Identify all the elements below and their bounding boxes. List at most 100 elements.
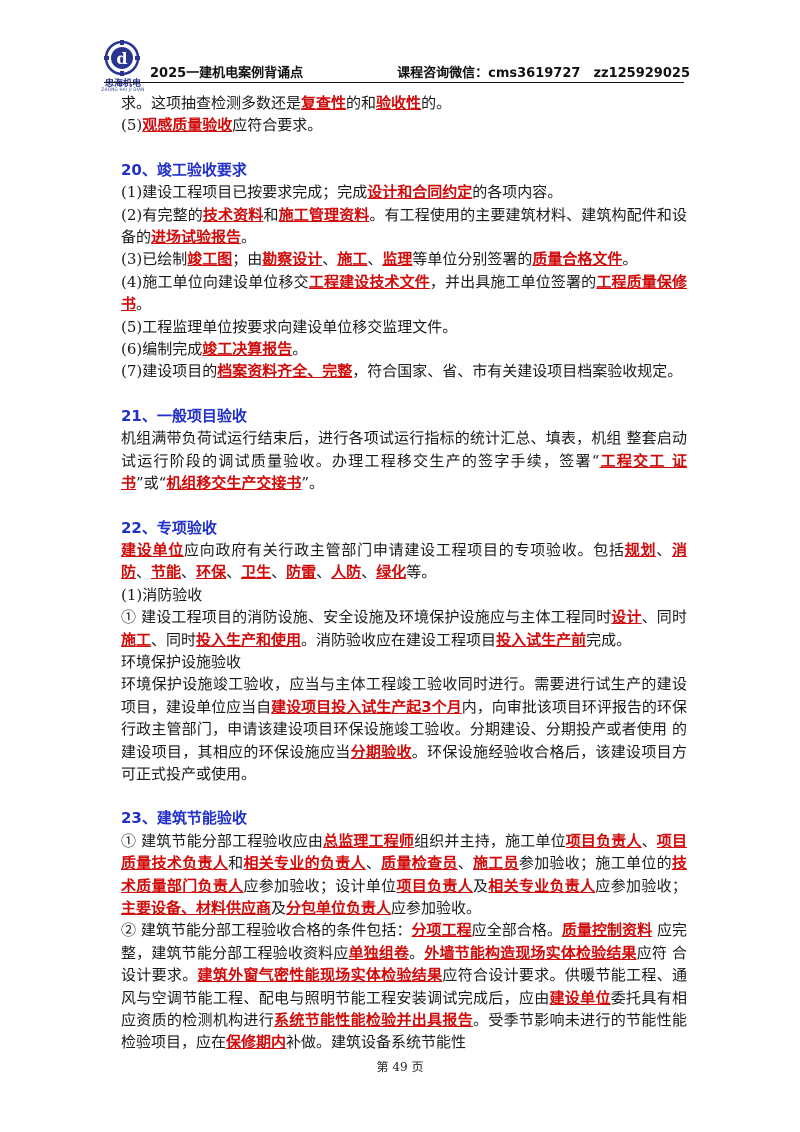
text-run: 组织并主持，施工单位 <box>414 831 566 850</box>
highlighted-term: 观感质量验收 <box>142 116 233 135</box>
logo-text: 忠海机电 <box>104 79 141 89</box>
highlighted-term: 技术质量部门负责人 <box>121 854 687 895</box>
highlighted-term: 质量检查员 <box>381 854 458 873</box>
paragraph: ① 建设工程项目的消防设施、安全设施及环境保护设施应与主体工程同时设计、同时施工… <box>121 606 687 651</box>
text-run: 。环保设施经验收合格后，该建设项目方可正式投产或使用。 <box>121 742 687 783</box>
highlighted-term: 设计 <box>611 608 642 627</box>
highlighted-term: 规划 <box>624 540 657 559</box>
text-run: (5)工程监理单位按要求向建设单位移交监理文件。 <box>121 317 458 336</box>
text-run: 和 <box>228 854 244 873</box>
section-heading: 22、专项验收 <box>121 518 217 537</box>
text-run: (6)编制完成 <box>121 340 203 359</box>
highlighted-term: 勘察设计 <box>262 250 323 269</box>
highlighted-term: 总监理工程师 <box>323 831 415 850</box>
text-run: 应符合要求。 <box>232 116 323 135</box>
text-run: 、 <box>136 563 152 582</box>
text-run: 应参加验收。 <box>391 899 482 917</box>
text-run: 的各项内容。 <box>472 183 563 202</box>
document-title: 2025一建机电案例背诵点 <box>150 66 304 81</box>
text-run: 环境保护设施竣工验收，应当与主体工程竣工验收同时进行。需要进行试生产的建设项目，… <box>121 675 687 716</box>
paragraph: 求。这项抽查检测多数还是复查性的和验收性的。 <box>121 92 687 114</box>
text-run: ① 建筑节能分部工程验收应由 <box>121 831 324 850</box>
text-run: 。 <box>292 340 308 359</box>
paragraph: (1)建设工程项目已按要求完成；完成设计和合同约定的各项内容。 <box>121 181 687 203</box>
text-run: 应参加验收； <box>595 876 687 895</box>
highlighted-term: 主要设备、材料供应商 <box>121 899 272 917</box>
paragraph: (7)建设项目的档案资料齐全、完整，符合国家、省、市有关建设项目档案验收规定。 <box>121 360 687 382</box>
highlighted-term: 防雷 <box>286 563 317 582</box>
text-run: 。 <box>241 228 257 247</box>
text-run: 的和 <box>346 94 377 112</box>
text-run: 。受季节影响未进行的节能性能检验项目，应在 <box>121 1011 687 1052</box>
highlighted-term: 施工员 <box>473 854 519 873</box>
text-run: 、 <box>361 563 377 582</box>
text-run: 等单位分别签署的 <box>412 250 533 269</box>
highlighted-term: 工程建设技术文件 <box>308 272 430 291</box>
paragraph: (1)消防验收 <box>121 584 687 606</box>
highlighted-term: 设计和合同约定 <box>367 183 473 202</box>
text-run: 、 <box>226 563 242 582</box>
text-run: 的。 <box>421 94 452 112</box>
highlighted-term: 项目负责人 <box>396 876 473 895</box>
highlighted-term: 施工 <box>337 250 368 269</box>
paragraph: ① 建筑节能分部工程验收应由总监理工程师组织并主持，施工单位项目负责人、项目质量… <box>121 830 687 920</box>
paragraph: (5)工程监理单位按要求向建设单位移交监理文件。 <box>121 316 687 338</box>
text-run: 补做。建筑设备系统节能性 <box>286 1033 467 1052</box>
text-run: 、同时 <box>151 630 197 649</box>
highlighted-term: 消防 <box>121 540 687 582</box>
text-run: ① 建设工程项目的消防设施、安全设施及环境保护设施应与主体工程同时 <box>121 608 612 627</box>
paragraph: 环境保护设施验收 <box>121 651 687 673</box>
paragraph: (2)有完整的技术资料和施工管理资料。有工程使用的主要建筑材料、建筑构配件和设备… <box>121 204 687 249</box>
highlighted-term: 投入试生产前 <box>496 630 587 649</box>
text-run: 、 <box>367 250 383 269</box>
page-number: 第 49 页 <box>376 1060 424 1074</box>
highlighted-term: 系统节能性能检验并出具报告 <box>274 1011 474 1030</box>
logo-subtext: ZHONG HAI JI DIAN <box>101 87 145 92</box>
text-run: 和 <box>263 205 279 224</box>
highlighted-term: 监理 <box>382 250 413 269</box>
text-run: 、 <box>365 854 382 873</box>
text-run: ，并出具施工单位签署的 <box>429 272 597 291</box>
section-heading: 21、一般项目验收 <box>121 406 247 425</box>
highlighted-term: 单独组卷 <box>348 943 410 962</box>
text-run: 、 <box>641 831 657 850</box>
text-run: ”或“ <box>136 474 167 493</box>
highlighted-term: 工程质量保修书 <box>121 272 687 314</box>
text-run: (3)已绘制 <box>121 250 188 269</box>
highlighted-term: 机组移交生产交接书 <box>166 474 302 493</box>
highlighted-term: 施工 <box>121 630 152 649</box>
text-run: 、 <box>271 563 287 582</box>
text-run: 参加验收；施工单位的 <box>518 854 672 873</box>
text-run: ，符合国家、省、市有关建设项目档案验收规定。 <box>352 362 683 381</box>
highlighted-term: 分期验收 <box>350 742 412 761</box>
highlighted-term: 投入生产和使用 <box>196 630 302 649</box>
highlighted-term: 保修期内 <box>226 1033 287 1052</box>
paragraph: (3)已绘制竣工图；由勘察设计、施工、监理等单位分别签署的质量合格文件。 <box>121 248 687 270</box>
text-run: 及 <box>472 876 489 895</box>
text-run: (1)消防验收 <box>121 585 203 604</box>
text-run: 应向政府有关行政主管部门申请建设工程项目的专项验收。包括 <box>183 540 625 559</box>
highlighted-term: 复查性 <box>301 94 347 112</box>
text-run: 应全部合格。 <box>471 921 562 940</box>
highlighted-term: 建筑外窗气密性能现场实体检验结果 <box>197 966 443 985</box>
text-run: 、 <box>322 250 338 269</box>
text-run: ”。 <box>301 474 325 493</box>
highlighted-term: 档案资料齐全、完整 <box>217 362 353 381</box>
highlighted-term: 建设单位 <box>549 988 611 1007</box>
paragraph: 建设单位应向政府有关行政主管部门申请建设工程项目的专项验收。包括规划、消防、节能… <box>121 539 687 584</box>
header-divider <box>104 82 684 83</box>
paragraph: ② 建筑节能分部工程验收合格的条件包括：分项工程应全部合格。质量控制资料 应完整… <box>121 919 687 1053</box>
highlighted-term: 质量控制资料 <box>561 921 653 940</box>
text-run: ② 建筑节能分部工程验收合格的条件包括： <box>121 921 412 940</box>
highlighted-term: 分包单位负责人 <box>286 899 392 917</box>
page-header: d 忠海机电 ZHONG HAI JI DIAN 2025一建机电案例背诵点 课… <box>100 40 690 92</box>
highlighted-term: 施工管理资料 <box>278 205 370 224</box>
text-run: 。有工程使用的主要建筑材料、建筑构配件和设备的 <box>121 205 687 247</box>
text-run: 、 <box>656 540 672 559</box>
highlighted-term: 建设单位 <box>121 540 184 559</box>
paragraph: 机组满带负荷试运行结束后，进行各项试运行指标的统计汇总、填表，机组 整套启动试运… <box>121 427 687 494</box>
text-run: (7)建设项目的 <box>121 362 218 381</box>
highlighted-term: 竣工图 <box>187 250 233 269</box>
text-run: 、 <box>181 563 197 582</box>
text-run: 内，向审批该项目环评报告的环保行政主管部门，申请该建设项目环保设施竣工验收。分期… <box>121 697 687 761</box>
